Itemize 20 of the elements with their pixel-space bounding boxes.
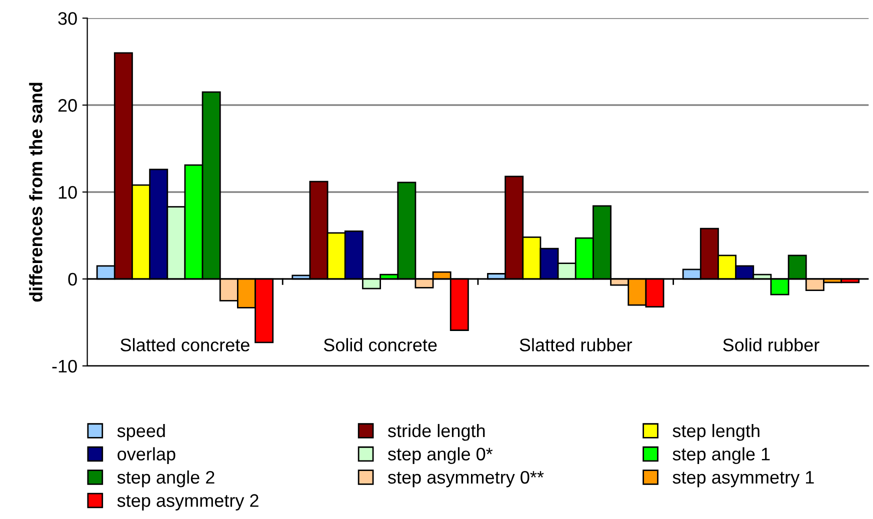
legend-label: speed: [117, 424, 165, 441]
y-tick-label: 30: [58, 12, 77, 25]
x-tick-label: Slatted concrete: [120, 338, 250, 352]
y-tick-label: 0: [68, 272, 77, 286]
legend-label: step asymmetry 2: [117, 494, 258, 511]
y-tick-label: 20: [58, 99, 77, 112]
y-tick-label: 10: [58, 186, 77, 199]
y-tick-label: -10: [52, 360, 77, 373]
legend-label: step angle 2: [117, 470, 214, 488]
legend-label: stride length: [388, 424, 485, 441]
legend-label: overlap: [118, 447, 176, 464]
x-tick-label: Solid concrete: [324, 338, 437, 352]
legend-label: step angle 1: [672, 447, 770, 464]
legend-label: step angle 0*: [388, 447, 493, 464]
legend-label: step length: [672, 424, 760, 441]
x-tick-label: Slatted rubber: [520, 338, 632, 352]
legend-label: step asymmetry 0**: [388, 470, 544, 488]
y-axis-title: differences from the sand: [29, 82, 42, 302]
x-tick-label: Solid rubber: [723, 338, 820, 352]
legend-label: step asymmetry 1: [672, 471, 814, 488]
